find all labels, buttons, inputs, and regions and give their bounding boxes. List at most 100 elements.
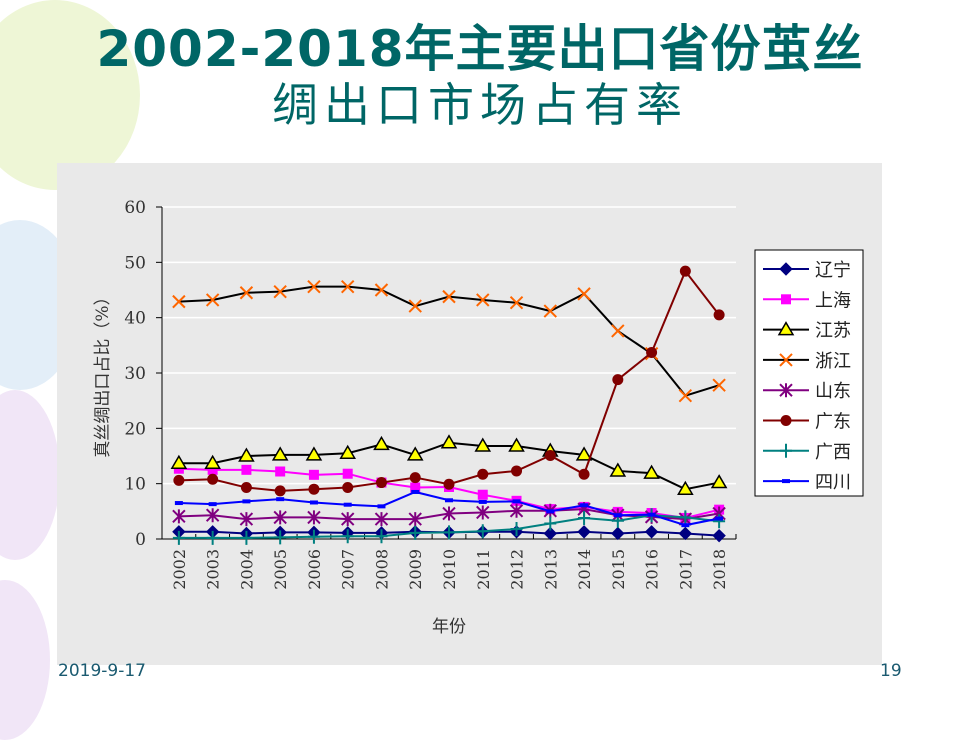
data-point [271,446,289,461]
data-point [241,464,252,475]
legend-marker [779,383,793,398]
x-tick-label: 2006 [305,549,324,590]
data-point [172,294,186,309]
data-point [308,469,319,480]
data-point [239,512,254,527]
data-point [710,474,728,489]
data-point [679,510,692,525]
legend-label: 江苏 [815,321,851,342]
data-point [375,477,387,489]
data-point [343,502,352,507]
data-point [307,279,321,294]
page-number: 19 [880,661,902,681]
data-point [445,498,453,503]
x-tick-label: 2017 [676,549,695,590]
legend-label: 浙江 [815,351,851,372]
data-point [477,489,488,500]
series-6 [172,508,726,545]
x-tick-label: 2014 [575,549,594,590]
data-point [205,508,220,523]
data-point [309,500,318,505]
legend-marker [780,415,792,426]
x-tick-label: 2013 [541,549,560,590]
series-3 [172,279,726,403]
data-point [679,265,691,277]
data-point [613,513,622,518]
data-point [373,435,390,451]
series-5 [173,265,725,497]
data-point [442,506,456,521]
legend-item: 山东 [763,381,851,402]
legend-marker [779,353,793,367]
legend-label: 上海 [815,290,851,311]
data-point [340,279,355,294]
y-tick-label: 20 [124,419,146,439]
data-point [174,501,183,506]
data-point [411,489,420,494]
data-point [205,293,220,307]
data-point [477,468,489,480]
data-point [578,468,590,480]
x-tick-label: 2015 [609,549,628,590]
data-point [546,509,555,514]
data-point [678,388,693,403]
x-tick-label: 2012 [508,549,527,590]
data-point [308,483,320,495]
x-tick-label: 2016 [643,549,662,590]
data-point [342,468,353,479]
data-point [577,525,591,539]
data-point [509,296,524,310]
legend-marker [782,479,790,484]
legend-label: 山东 [815,381,851,402]
data-point [305,446,323,461]
data-point [544,516,557,531]
slide-title-line2: 绸出口市场占有率 [272,78,688,132]
data-point [442,289,456,304]
data-point [510,522,523,537]
footer-date: 2019-9-17 [58,661,146,681]
data-point [644,525,659,539]
data-point [238,447,255,462]
data-point [712,528,726,543]
data-point [476,293,490,307]
legend-label: 四川 [815,472,851,493]
y-tick-label: 60 [124,198,146,218]
series-0 [172,525,726,543]
legend-item: 四川 [763,472,851,493]
data-point [511,465,523,477]
data-point [207,464,218,475]
data-point [478,499,487,504]
data-point [543,526,558,541]
legend-item: 广东 [763,412,851,433]
legend-item: 江苏 [763,321,851,342]
x-tick-label: 2010 [440,549,459,590]
axes: 0 10 20 30 40 50 60 2002 2003 2004 2005 2006 2007 200… [124,198,737,590]
data-point [307,510,321,525]
data-point [575,446,593,461]
legend-box [754,249,864,497]
data-point [611,526,625,541]
legend-item: 浙江 [763,351,851,372]
data-point [273,510,287,525]
x-tick-label: 2005 [271,549,290,590]
data-point [204,454,221,469]
series-line [178,269,720,492]
x-tick-label: 2007 [339,549,358,590]
data-point [409,472,421,484]
y-tick-label: 0 [135,530,146,550]
data-point [578,510,591,525]
data-point [476,524,489,539]
data-point [609,462,627,477]
data-point [713,309,725,321]
data-point [577,287,591,301]
series-7 [174,489,724,528]
data-point [715,516,724,521]
legend-marker [777,321,795,336]
legend-label: 广东 [815,412,851,433]
x-tick-label: 2018 [710,549,729,590]
data-point [646,347,658,359]
data-point [377,504,386,509]
data-point [409,525,422,540]
data-point [276,497,285,502]
